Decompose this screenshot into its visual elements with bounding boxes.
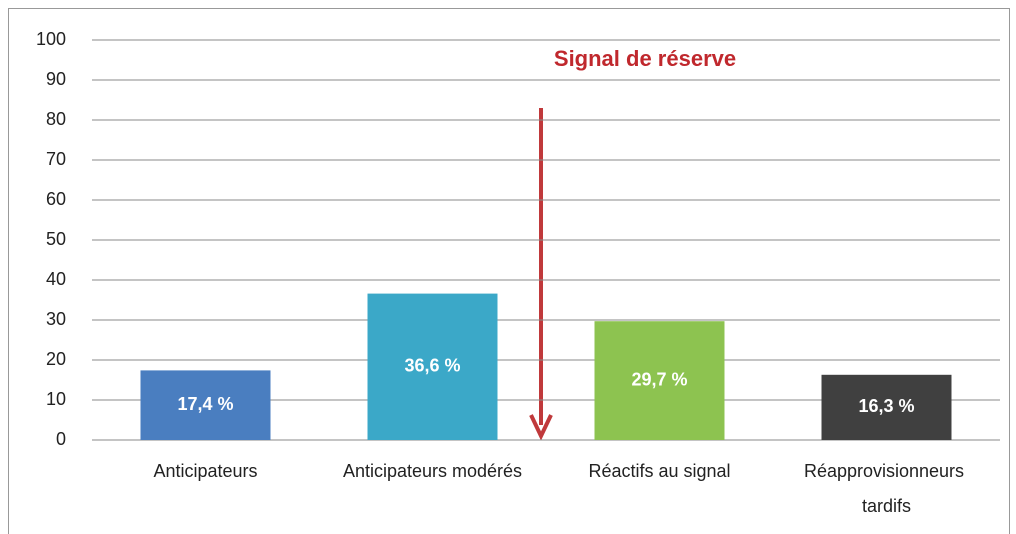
y-tick-label: 100: [36, 29, 66, 49]
value-label: 17,4 %: [177, 394, 233, 414]
value-label: 29,7 %: [631, 369, 687, 389]
x-tick-label: Réapprovisionneurs tardifs: [804, 461, 969, 516]
x-tick-label: Réactifs au signal: [588, 461, 730, 481]
y-tick-label: 60: [46, 189, 66, 209]
value-label: 36,6 %: [404, 356, 460, 376]
bar: [821, 374, 952, 440]
x-tick-label: Anticipateurs: [153, 461, 257, 481]
x-tick-label: Anticipateurs modérés: [343, 461, 522, 481]
bar: [594, 321, 725, 440]
signal-arrowhead: [529, 414, 553, 441]
x-tick-line: tardifs: [862, 496, 911, 516]
annotation: Signal de réserve: [554, 46, 736, 71]
bar: [367, 293, 498, 440]
chart-border: [8, 8, 1010, 534]
y-tick-label: 20: [46, 349, 66, 369]
y-tick-label: 30: [46, 309, 66, 329]
y-tick-label: 70: [46, 149, 66, 169]
bar: [140, 370, 271, 440]
value-label: 16,3 %: [858, 396, 914, 416]
y-tick-label: 50: [46, 229, 66, 249]
y-tick-label: 90: [46, 69, 66, 89]
y-tick-label: 10: [46, 389, 66, 409]
y-tick-label: 0: [56, 429, 66, 449]
x-tick-line: Réapprovisionneurs: [804, 461, 969, 481]
y-tick-label: 40: [46, 269, 66, 289]
y-tick-label: 80: [46, 109, 66, 129]
